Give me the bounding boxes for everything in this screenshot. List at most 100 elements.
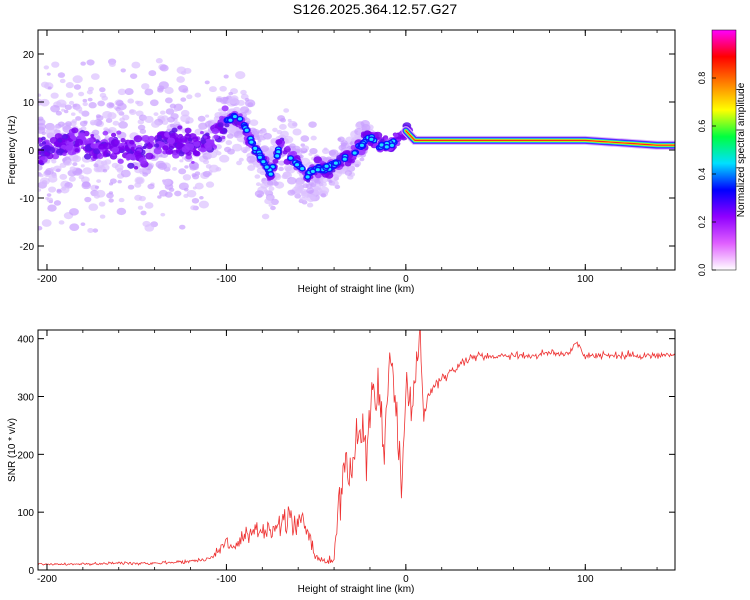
spectrogram-hot-core [232,114,237,119]
spectrogram-noise-blob [254,190,265,198]
spectrogram-noise-blob [228,91,234,96]
spectrogram-hot-core [384,145,389,149]
spectrogram-noise-blob [117,88,127,96]
spectrogram-noise-blob [225,140,233,146]
spectrogram-hot-core [264,165,269,169]
spectrogram-noise-blob [146,90,151,95]
spectrogram-core-blob [219,115,225,121]
spectrogram-core-blob [71,127,79,134]
spectrogram-noise-blob [272,127,278,133]
spectrogram-noise-blob [301,147,307,152]
spectrogram-hot-core [315,168,320,172]
spectrogram-noise-blob [226,133,234,139]
spectrogram-noise-blob [39,177,50,186]
spectrogram-core-blob [290,150,298,157]
spectrogram-noise-blob [247,102,254,107]
spectrogram-noise-blob [174,190,182,197]
spectrogram-noise-blob [299,196,307,203]
spectrogram-noise-blob [87,97,93,102]
spectrogram-noise-blob [180,114,191,123]
spectrogram-noise-blob [120,169,131,178]
spectrogram-core-blob [275,139,283,145]
spectrogram-noise-blob [266,180,274,186]
spectrogram-noise-blob [184,165,189,169]
spectrogram-noise-blob [287,118,292,123]
spectrogram-noise-blob [157,195,162,199]
x-tick-label: 100 [577,574,594,585]
spectrogram-core-blob [373,131,383,140]
spectrogram-core-blob [205,132,210,137]
spectrogram-noise-blob [272,181,279,186]
spectrogram-noise-blob [102,169,108,173]
spectrogram-noise-blob [58,220,65,225]
spectrogram-core-blob [102,130,109,136]
spectrogram-noise-blob [137,205,144,210]
spectrogram-noise-blob [240,146,248,153]
spectrogram-noise-blob [278,166,284,172]
spectrogram-noise-blob [294,193,302,199]
spectrogram-noise-blob [38,93,42,97]
spectrogram-noise-blob [170,113,179,120]
spectrogram-hot-core [305,175,310,179]
spectrogram-noise-blob [100,160,108,166]
spectrogram-noise-blob [255,182,261,187]
spectrogram-hot-core [310,169,315,174]
spectrogram-noise-blob [92,228,99,233]
spectrogram-core-blob [191,160,195,164]
spectrogram-noise-blob [310,182,317,188]
spectrogram-core-blob [221,135,226,140]
spectrogram-noise-blob [216,97,223,103]
spectrogram-noise-blob [45,128,56,137]
spectrogram-noise-blob [116,109,123,114]
spectrogram-core-blob [52,153,60,160]
spectrogram-noise-blob [142,220,151,228]
page-title: S126.2025.364.12.57.G27 [292,1,458,17]
spectrogram-noise-blob [135,177,144,184]
spectrogram-noise-blob [38,126,46,134]
spectrogram-noise-blob [112,120,120,126]
spectrogram-noise-blob [281,174,289,180]
spectrogram-core-blob [46,146,56,154]
y-tick-label: 0 [28,566,34,577]
x-tick-label: 0 [403,574,409,585]
x-tick-label: 0 [403,274,409,285]
spectrogram-noise-blob [191,197,200,204]
spectrogram-noise-blob [238,157,244,162]
spectrogram-noise-blob [69,223,80,231]
spectrogram-noise-blob [343,165,352,172]
spectrogram-core-blob [219,130,224,134]
spectrogram-noise-blob [287,189,296,196]
spectrogram-noise-blob [94,185,100,189]
spectrogram-noise-blob [103,127,109,132]
spectrogram-noise-blob [80,222,86,227]
spectrogram-noise-blob [157,87,164,93]
y-tick-label: 20 [23,50,35,61]
spectrogram-noise-blob [264,198,273,205]
spectrogram-core-blob [187,137,193,142]
spectrogram-noise-blob [340,140,348,146]
spectrogram-noise-blob [205,114,210,118]
spectrogram-noise-blob [319,181,327,188]
spectrogram-noise-blob [286,177,297,185]
spectrogram-noise-blob [246,155,256,163]
spectrogram-noise-blob [138,168,144,173]
spectrogram-noise-blob [261,213,270,220]
spectrogram-noise-blob [75,116,82,121]
spectrogram-noise-blob [359,157,365,162]
spectrogram-core-blob [118,142,124,147]
spectrogram-core-blob [199,147,206,153]
spectrogram-hot-core [300,166,305,171]
spectrogram-noise-blob [51,159,57,164]
spectrogram-core-blob [154,143,160,148]
spectrogram-noise-blob [319,176,329,183]
spectrogram-hot-core [359,143,364,147]
spectrogram-core-blob [207,139,215,146]
spectrogram-noise-blob [47,204,57,212]
colorbar-ticks: 0.0 0.2 0.4 0.6 0.8 [697,72,716,276]
colorbar-tick-label: 0.6 [697,120,707,133]
spectrogram-noise-blob [331,180,339,187]
spectrogram-core-blob [116,130,122,135]
spectrogram-hot-core [352,151,357,155]
spectrogram-noise-blob [184,183,189,187]
